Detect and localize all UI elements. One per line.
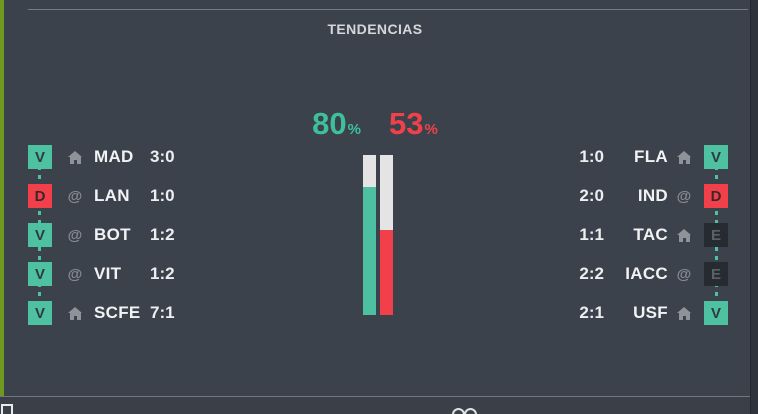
percentage-bars xyxy=(363,155,393,315)
away-at-icon: @ xyxy=(67,226,83,244)
away-bar-fill xyxy=(380,230,393,315)
venue-indicator: @ xyxy=(674,150,694,164)
match-row[interactable]: V @ MAD 3:0 xyxy=(28,145,175,169)
team-abbr: LAN xyxy=(94,186,130,205)
venue-indicator: @ xyxy=(674,267,694,282)
match-row[interactable]: V @ BOT 1:2 xyxy=(28,223,175,247)
section-title: TENDENCIAS xyxy=(327,21,423,37)
result-badge: D xyxy=(28,184,52,208)
venue-indicator: @ xyxy=(674,189,694,204)
match-row[interactable]: D @ LAN 1:0 xyxy=(28,184,175,208)
cutoff-logo-icon xyxy=(464,408,477,414)
team-abbr: SCFE xyxy=(94,303,141,322)
home-percent-bar xyxy=(363,155,376,315)
match-score: 1:0 xyxy=(579,147,604,166)
match-row[interactable]: 2:0 IND @ D xyxy=(549,184,728,208)
away-percent-bar xyxy=(380,155,393,315)
away-at-icon: @ xyxy=(67,187,83,205)
home-bar-fill xyxy=(363,187,376,315)
win-percentages: 80 % 53 % xyxy=(0,107,750,140)
result-badge: V xyxy=(704,301,728,325)
team-abbr: USF xyxy=(633,303,668,322)
venue-indicator: @ xyxy=(674,228,694,242)
match-row[interactable]: 2:2 IACC @ E xyxy=(549,262,728,286)
top-divider xyxy=(28,9,748,10)
bottom-divider xyxy=(0,396,750,397)
home-icon xyxy=(677,228,691,242)
match-score: 1:2 xyxy=(150,225,175,244)
venue-indicator: @ xyxy=(64,306,86,320)
match-score: 2:0 xyxy=(579,186,604,205)
team-abbr: BOT xyxy=(94,225,131,244)
venue-indicator: @ xyxy=(64,228,86,243)
result-badge: D xyxy=(704,184,728,208)
match-row[interactable]: 1:1 TAC @ E xyxy=(549,223,728,247)
team-abbr: FLA xyxy=(634,147,668,166)
left-accent-strip xyxy=(0,0,4,397)
match-row[interactable]: 1:0 FLA @ V xyxy=(549,145,728,169)
result-badge: V xyxy=(28,145,52,169)
result-badge: E xyxy=(704,223,728,247)
result-badge: V xyxy=(28,262,52,286)
match-score: 3:0 xyxy=(150,147,175,166)
home-win-percent: 80 % xyxy=(312,107,361,140)
home-icon xyxy=(677,306,691,320)
match-row[interactable]: 2:1 USF @ V xyxy=(549,301,728,325)
match-score: 2:1 xyxy=(579,303,604,322)
away-team-recent-matches: 1:0 FLA @ V 2:0 IND @ D 1:1 TAC @ E xyxy=(549,145,728,340)
venue-indicator: @ xyxy=(64,189,86,204)
match-score: 1:0 xyxy=(150,186,175,205)
match-score: 2:2 xyxy=(579,264,604,283)
away-win-percent: 53 % xyxy=(389,107,438,140)
result-badge: V xyxy=(28,223,52,247)
home-icon xyxy=(677,150,691,164)
team-abbr: VIT xyxy=(94,264,122,283)
match-score: 1:1 xyxy=(579,225,604,244)
result-badge: E xyxy=(704,262,728,286)
team-abbr: IACC xyxy=(625,264,668,283)
scrollbar-gutter[interactable] xyxy=(750,0,758,414)
away-at-icon: @ xyxy=(676,187,692,205)
venue-indicator: @ xyxy=(64,267,86,282)
away-percent-value: 53 xyxy=(389,106,424,141)
next-section-edge xyxy=(0,397,750,414)
result-badge: V xyxy=(28,301,52,325)
home-team-recent-matches: V @ MAD 3:0 D @ LAN 1:0 V @ BOT 1:2 xyxy=(28,145,175,340)
team-abbr: MAD xyxy=(94,147,134,166)
match-score: 1:2 xyxy=(150,264,175,283)
home-percent-value: 80 xyxy=(312,106,347,141)
home-icon xyxy=(68,150,82,164)
away-at-icon: @ xyxy=(67,265,83,283)
team-abbr: TAC xyxy=(633,225,668,244)
venue-indicator: @ xyxy=(64,150,86,164)
percent-sign: % xyxy=(347,121,361,138)
match-row[interactable]: V @ VIT 1:2 xyxy=(28,262,175,286)
match-score: 7:1 xyxy=(150,303,175,322)
away-at-icon: @ xyxy=(676,265,692,283)
match-row[interactable]: V @ SCFE 7:1 xyxy=(28,301,175,325)
team-abbr: IND xyxy=(637,186,668,205)
cutoff-square-icon xyxy=(1,404,13,414)
home-icon xyxy=(68,306,82,320)
venue-indicator: @ xyxy=(674,306,694,320)
result-badge: V xyxy=(704,145,728,169)
percent-sign: % xyxy=(424,121,438,138)
